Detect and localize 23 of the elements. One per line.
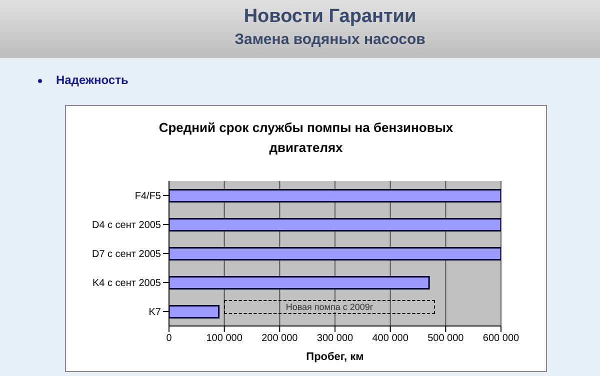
x-tick-label: 300 000 (316, 333, 354, 344)
annotation: Новая помпа с 2009г (284, 302, 376, 312)
y-tick-label: D4 с сент 2005 (92, 220, 162, 232)
x-tick-label: 400 000 (372, 333, 409, 344)
y-tick-label: D7 с сент 2005 (92, 249, 162, 260)
text: Новости Гарантии (242, 6, 418, 28)
bar (169, 276, 430, 290)
bar (169, 218, 501, 232)
y-tick-label: K7 (148, 307, 162, 318)
y-tick-label: F4/F5 (134, 191, 162, 202)
x-axis-title: Пробег, км (306, 351, 364, 363)
bar (169, 304, 220, 318)
x-tick-label: 100 000 (206, 333, 243, 344)
x-tick-label: 500 000 (428, 333, 464, 344)
y-tick-label: K4 с сент 2005 (92, 278, 162, 290)
text: Надежность (56, 73, 128, 87)
x-tick-label: 200 000 (262, 333, 298, 344)
text: Замена водяных насосов (234, 31, 426, 48)
bar (169, 246, 501, 260)
x-tick-label: 0 (166, 333, 172, 344)
chart-title: Средний срок службы помпы на бензиновых двигателях (158, 119, 454, 157)
x-tick-label: 600 000 (482, 333, 520, 344)
bar (169, 188, 501, 202)
